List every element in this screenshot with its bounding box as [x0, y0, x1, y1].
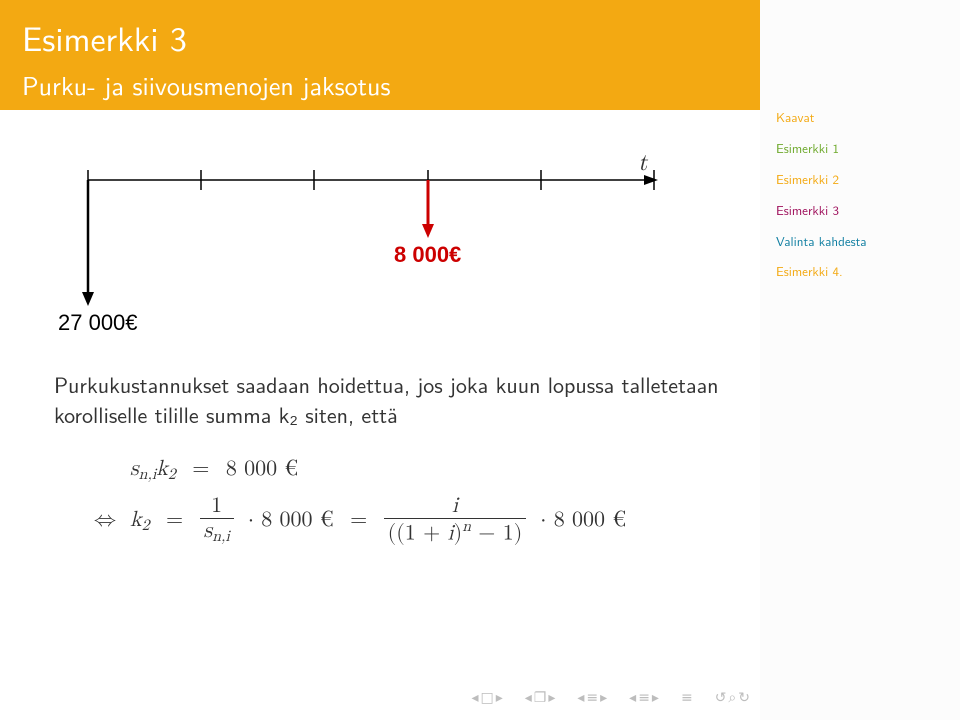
slide-body: t 27 000€ 8 000€ Purkukustannukset saada…	[0, 110, 760, 720]
sidebar: Kaavat Esimerkki 1 Esimerkki 2 Esimerkki…	[760, 0, 960, 720]
nav-esim3[interactable]: Esimerkki 3	[776, 203, 944, 220]
label-8000: 8 000€	[394, 242, 461, 267]
label-27000: 27 000€	[58, 310, 138, 335]
timeline-svg: t 27 000€ 8 000€	[58, 130, 688, 340]
body-paragraph: Purkukustannukset saadaan hoidettua, jos…	[54, 370, 734, 429]
nav-valinta[interactable]: Valinta kahdesta	[776, 234, 944, 251]
nav-esim1[interactable]: Esimerkki 1	[776, 141, 944, 158]
timeline-diagram: t 27 000€ 8 000€	[58, 130, 688, 340]
axis-label-t: t	[638, 151, 649, 175]
nav-esim4[interactable]: Esimerkki 4.	[776, 264, 944, 281]
equation-row-2: ⇔ k2 = 1 sn,i · 8 000 € = i ((1 + i)n − …	[88, 494, 732, 547]
equation-row-1: sn,ik2 = 8 000 €	[88, 445, 732, 493]
equations-block: sn,ik2 = 8 000 € ⇔ k2 = 1 sn,i · 8 000 €…	[88, 445, 732, 546]
nav-esim2[interactable]: Esimerkki 2	[776, 172, 944, 189]
nav-kaavat[interactable]: Kaavat	[776, 110, 944, 127]
